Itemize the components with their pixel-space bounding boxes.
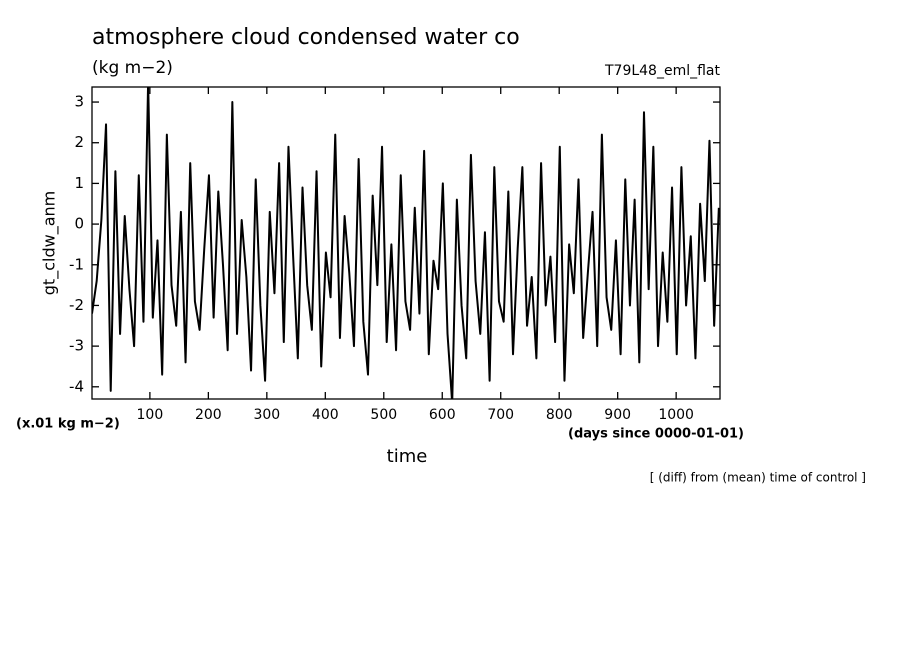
- x-tick-label: 700: [487, 407, 514, 423]
- x-tick-label: 200: [195, 407, 222, 423]
- x-axis-unit: (days since 0000-01-01): [568, 427, 744, 442]
- x-tick-label: 800: [546, 407, 573, 423]
- y-tick-label: -3: [69, 337, 84, 355]
- note: [ (diff) from (mean) time of control ]: [650, 471, 866, 485]
- x-tick-label: 400: [312, 407, 339, 423]
- chart-title: atmosphere cloud condensed water co: [92, 25, 520, 50]
- y-tick-label: -2: [69, 296, 84, 314]
- x-axis-label: time: [387, 446, 428, 467]
- data-line: [92, 87, 720, 399]
- chart-subtitle: (kg m−2): [92, 58, 173, 78]
- x-tick-label: 900: [604, 407, 631, 423]
- y-tick-label: 3: [74, 93, 84, 111]
- x-tick-label: 300: [253, 407, 280, 423]
- x-tick-label: 500: [370, 407, 397, 423]
- y-tick-label: 2: [74, 133, 84, 151]
- x-tick-label: 1000: [658, 407, 694, 423]
- y-tick-label: -1: [69, 255, 84, 273]
- run-label: T79L48_eml_flat: [604, 63, 721, 79]
- y-tick-label: 0: [74, 215, 84, 233]
- y-tick-label: 1: [74, 174, 84, 192]
- plot-frame: [91, 86, 721, 400]
- y-axis-unit: (x.01 kg m−2): [16, 417, 120, 432]
- y-axis-label: gt_cldw_anm: [40, 191, 60, 295]
- plot-area: [92, 87, 720, 399]
- x-tick-label: 100: [137, 407, 164, 423]
- y-tick-label: -4: [69, 377, 84, 395]
- x-tick-label: 600: [429, 407, 456, 423]
